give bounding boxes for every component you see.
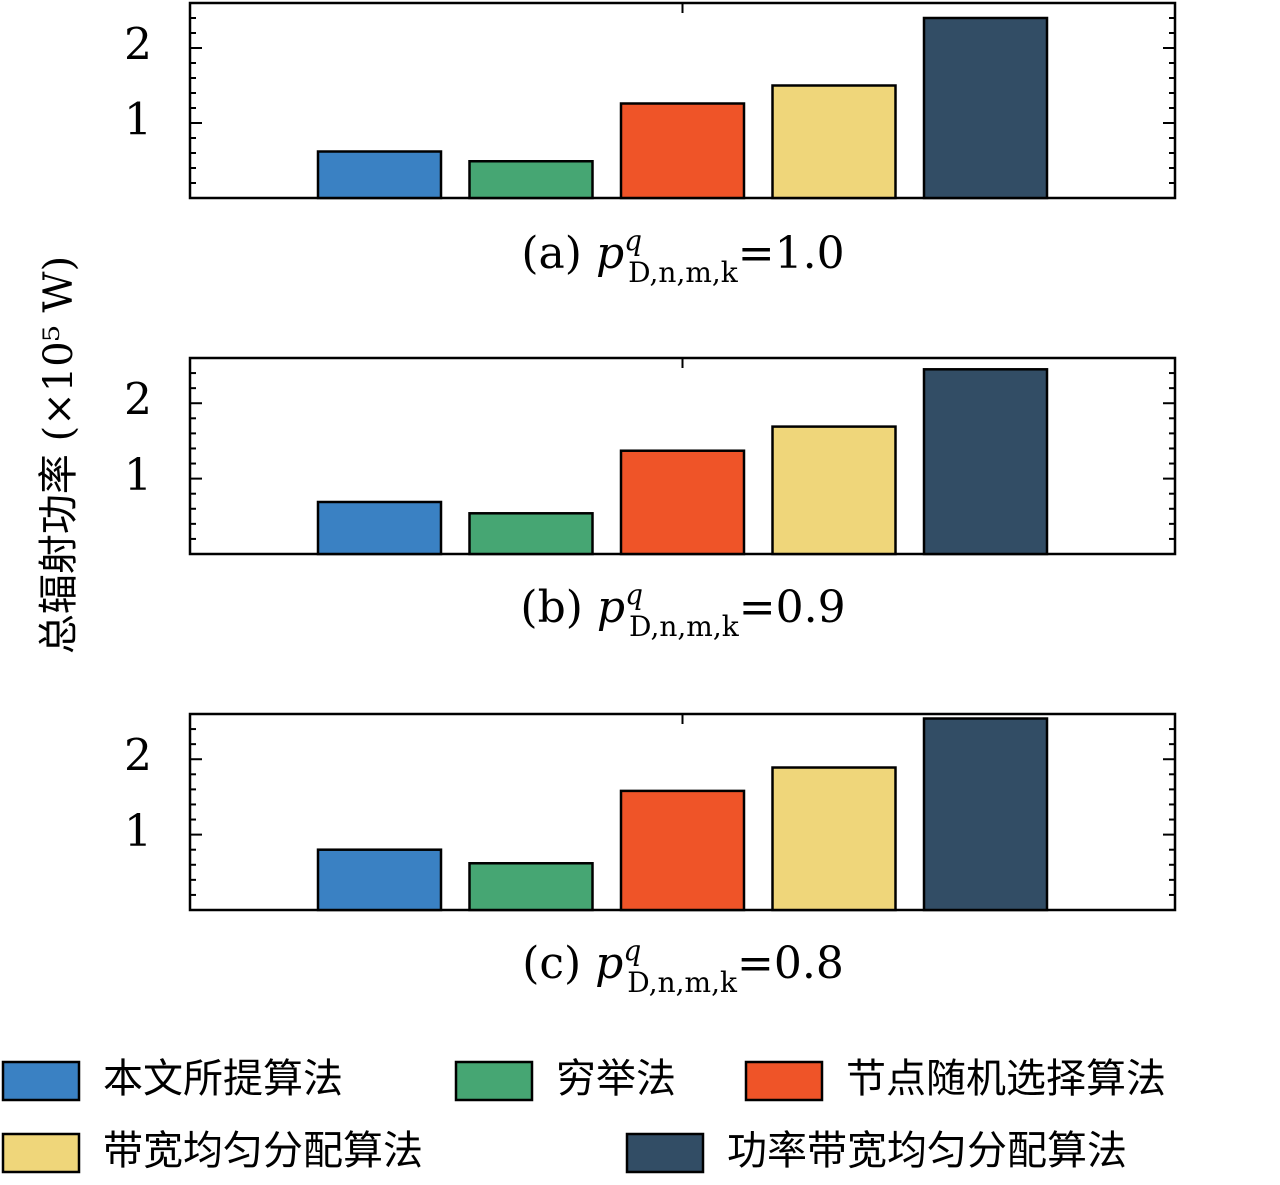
bar-equal_bandwidth	[771, 766, 897, 912]
caption-subscript: D,n,m,k	[629, 610, 740, 643]
caption-prefix: (a)	[521, 228, 596, 279]
legend-swatch	[1, 1132, 81, 1174]
legend-item-power_bandwidth: 功率带宽均匀分配算法	[625, 1128, 1127, 1174]
panel-a: 1 2 (a) pq D,n,m,k=1.0	[124, 1, 1177, 289]
caption-superscript: q	[624, 224, 642, 257]
bar-power_bandwidth	[922, 16, 1049, 200]
legend-swatch	[625, 1132, 705, 1174]
legend-swatch	[744, 1060, 824, 1102]
caption-prefix: (c)	[522, 938, 595, 989]
caption-symbol: p	[596, 228, 624, 279]
caption-superscript: q	[625, 578, 643, 611]
legend-item-equal_bandwidth: 带宽均匀分配算法	[1, 1128, 423, 1174]
y-tick-label: 1	[124, 806, 152, 857]
bar-power_bandwidth	[922, 717, 1049, 912]
bar-random_node	[619, 102, 746, 200]
caption-superscript: q	[623, 934, 641, 967]
panel-caption: (a) pq D,n,m,k=1.0	[521, 224, 844, 289]
bar-exhaustive	[468, 512, 594, 556]
bar-proposed	[316, 848, 443, 912]
bar-exhaustive	[468, 160, 594, 200]
caption-subscript: D,n,m,k	[627, 966, 738, 999]
caption-value: =1.0	[738, 228, 845, 279]
legend-item-proposed: 本文所提算法	[1, 1056, 343, 1102]
legend-label: 功率带宽均匀分配算法	[727, 1128, 1127, 1174]
bar-exhaustive	[468, 862, 594, 912]
panel-b: 1 2 (b) pq D,n,m,k=0.9	[124, 356, 1177, 643]
bar-power_bandwidth	[922, 368, 1049, 556]
legend-label: 本文所提算法	[103, 1056, 343, 1102]
bar-random_node	[619, 449, 746, 556]
y-axis-label: 总辐射功率 (×10⁵ W)	[36, 256, 82, 654]
caption-subscript: D,n,m,k	[628, 256, 739, 289]
legend-label: 节点随机选择算法	[846, 1056, 1166, 1102]
panel-caption: (b) pq D,n,m,k=0.9	[520, 578, 845, 643]
caption-value: =0.9	[739, 582, 846, 633]
panels: 12(a) pq D,n,m,k=1.012(b) pq D,n,m,k=0.912…	[124, 1, 1177, 999]
legend-swatch	[1, 1060, 81, 1102]
y-tick-label: 2	[124, 20, 152, 71]
y-tick-label: 1	[124, 450, 152, 501]
bar-proposed	[316, 500, 443, 556]
bar-equal_bandwidth	[771, 84, 897, 200]
y-tick-label: 1	[124, 95, 152, 146]
caption-symbol: p	[597, 582, 625, 633]
legend-label: 穷举法	[556, 1056, 676, 1102]
panel-caption: (c) pq D,n,m,k=0.8	[522, 934, 844, 999]
y-tick-label: 2	[124, 731, 152, 782]
panel-c: 1 2 (c) pq D,n,m,k=0.8	[124, 712, 1177, 999]
bar-proposed	[316, 150, 443, 200]
y-tick-label: 2	[124, 375, 152, 426]
bar-equal_bandwidth	[771, 425, 897, 556]
bar-random_node	[619, 789, 746, 912]
caption-prefix: (b)	[520, 582, 596, 633]
legend-item-exhaustive: 穷举法	[454, 1056, 676, 1102]
legend-item-random_node: 节点随机选择算法	[744, 1056, 1166, 1102]
caption-symbol: p	[595, 938, 623, 989]
legend-swatch	[454, 1060, 534, 1102]
legend-label: 带宽均匀分配算法	[103, 1128, 423, 1174]
caption-value: =0.8	[737, 938, 844, 989]
